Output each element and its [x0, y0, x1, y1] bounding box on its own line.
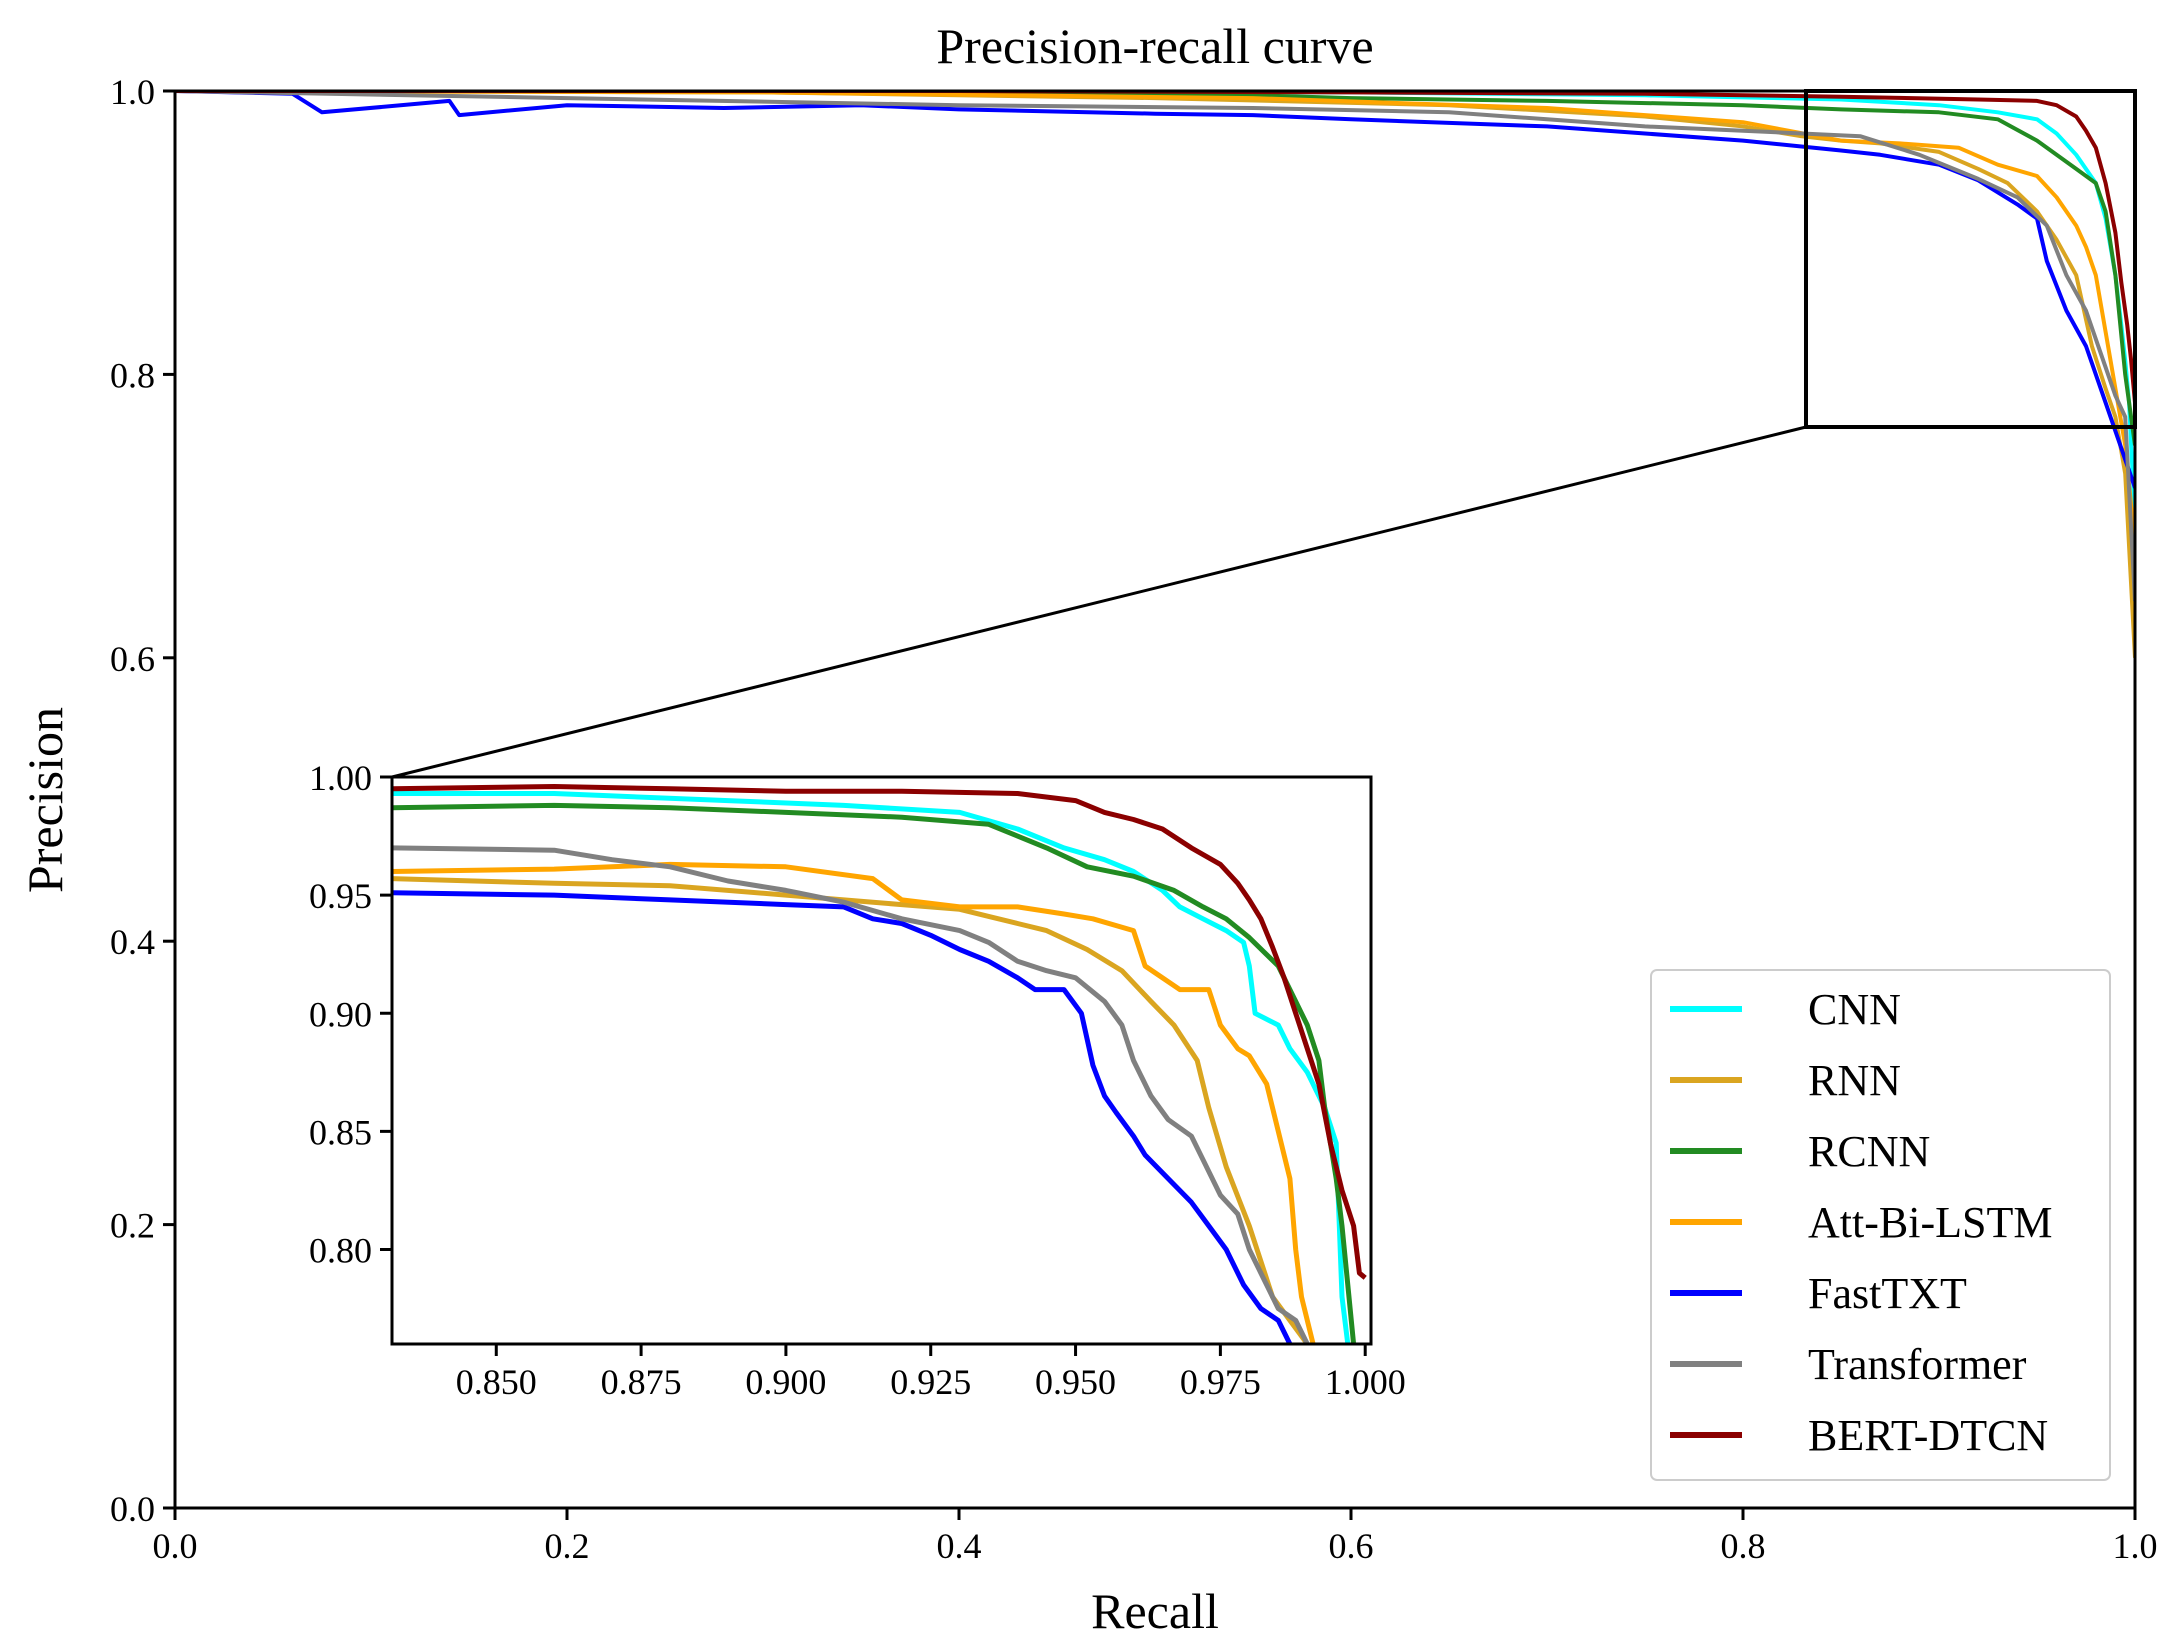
inset-x-tick-label: 0.950	[1035, 1362, 1116, 1402]
series-line-bert-dtcn	[175, 91, 2135, 403]
inset-frame	[390, 775, 1373, 1346]
series-line-rcnn	[175, 91, 2135, 446]
y-tick-label: 0.6	[110, 639, 155, 679]
y-tick-label: 0.0	[110, 1489, 155, 1529]
y-tick-label: 0.8	[110, 355, 155, 395]
y-tick-label: 0.4	[110, 922, 155, 962]
inset-axis-ticks: 0.850 0.875 0.900 0.925 0.950 0.975 1.000 0.80 0…	[309, 758, 1406, 1402]
legend-label-rnn: RNN	[1808, 1056, 1901, 1105]
inset-background	[392, 777, 1371, 1344]
inset-y-tick-label: 0.85	[309, 1112, 372, 1152]
legend: CNN RNN RCNN Att-Bi-LSTM FastTXT Transformer B…	[1650, 969, 2111, 1481]
legend-label-att-bi-lstm: Att-Bi-LSTM	[1808, 1198, 2052, 1247]
x-tick-label: 0.6	[1329, 1526, 1374, 1566]
series-line-fasttxt	[175, 91, 2135, 489]
inset-y-tick-label: 0.90	[309, 994, 372, 1034]
y-axis-title: Precision	[17, 707, 73, 893]
legend-label-cnn: CNN	[1808, 985, 1901, 1034]
legend-label-rcnn: RCNN	[1808, 1127, 1930, 1176]
legend-frame	[1650, 969, 2111, 1481]
main-axis-ticks: 0.0 0.2 0.4 0.6 0.8 1.0 0.0 0.2 0.4 0.6 0.8 1.0	[110, 72, 2158, 1566]
x-axis-title: Recall	[1091, 1583, 1219, 1639]
inset-y-tick-label: 0.80	[309, 1231, 372, 1271]
main-series-group	[175, 91, 2135, 658]
inset-series-line-transformer	[392, 845, 1310, 1344]
x-tick-label: 0.0	[153, 1526, 198, 1566]
inset-series-line-att-bi-lstm	[392, 861, 1316, 1344]
inset-x-tick-label: 0.925	[890, 1362, 971, 1402]
chart-title: Precision-recall curve	[936, 18, 1373, 74]
main-plot-frame	[173, 89, 2137, 1510]
x-tick-label: 0.4	[937, 1526, 982, 1566]
series-line-rnn	[175, 91, 2135, 658]
inset-series-line-cnn	[392, 791, 1351, 1344]
x-tick-label: 0.2	[545, 1526, 590, 1566]
inset-y-tick-label: 1.00	[309, 758, 372, 798]
inset-x-tick-label: 1.000	[1325, 1362, 1406, 1402]
inset-series-line-fasttxt	[392, 890, 1293, 1344]
series-line-att-bi-lstm	[175, 91, 2135, 545]
x-tick-label: 0.8	[1721, 1526, 1766, 1566]
legend-label-bert-dtcn: BERT-DTCN	[1808, 1411, 2048, 1460]
inset-x-tick-label: 0.900	[745, 1362, 826, 1402]
inset-y-tick-label: 0.95	[309, 876, 372, 916]
legend-label-transformer: Transformer	[1808, 1340, 2027, 1389]
inset-x-tick-label: 0.850	[456, 1362, 537, 1402]
y-tick-label: 0.2	[110, 1206, 155, 1246]
inset-x-tick-label: 0.975	[1180, 1362, 1261, 1402]
legend-label-fasttxt: FastTXT	[1808, 1269, 1967, 1318]
series-line-transformer	[175, 91, 2135, 602]
inset-series-line-bert-dtcn	[392, 784, 1367, 1280]
y-tick-label: 1.0	[110, 72, 155, 112]
x-tick-label: 1.0	[2113, 1526, 2158, 1566]
zoom-connector-line	[391, 425, 1807, 779]
series-line-cnn	[175, 91, 2135, 517]
inset-series-line-rnn	[392, 876, 1310, 1344]
inset-x-tick-label: 0.875	[601, 1362, 682, 1402]
inset-series-group	[392, 784, 1367, 1344]
zoom-region-box	[1804, 89, 2137, 429]
